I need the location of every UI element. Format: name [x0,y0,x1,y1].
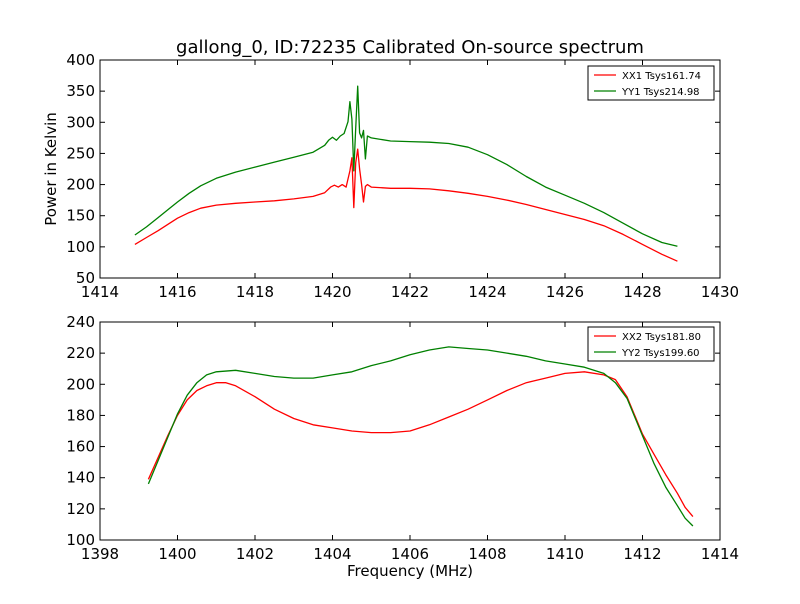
y-tick-label: 200 [66,176,95,194]
y-tick-label: 120 [66,500,95,518]
y-axis-label: Power in Kelvin [42,112,60,226]
x-tick-label: 1404 [313,545,351,563]
x-tick-label: 1402 [236,545,274,563]
x-axis-label: Frequency (MHz) [347,562,473,580]
y-tick-label: 350 [66,82,95,100]
y-tick-label: 140 [66,469,95,487]
y-tick-label: 100 [66,531,95,549]
y-tick-label: 50 [76,269,95,287]
chart-title: gallong_0, ID:72235 Calibrated On-source… [176,37,644,58]
bottom-panel: 1398 1400 1402 1404 1406 1408 1410 1412 1414 100 1… [66,313,739,580]
y-tick-label: 200 [66,375,95,393]
x-tick-label: 1426 [546,283,584,301]
legend: XX2 Tsys181.80 YY2 Tsys199.60 [587,326,715,362]
x-tick-label: 1400 [158,545,196,563]
y-tick-label: 160 [66,438,95,456]
legend-label: YY2 Tsys199.60 [621,348,700,359]
y-tick-label: 240 [66,313,95,331]
x-tick-label: 1420 [313,283,351,301]
x-tick-label: 1416 [158,283,196,301]
series-line-green [147,346,694,527]
x-tick-label: 1398 [81,545,119,563]
legend-label: XX2 Tsys181.80 [622,332,701,343]
legend-label: YY1 Tsys214.98 [621,87,700,98]
y-tick-label: 100 [66,238,95,256]
x-tick-label: 1418 [236,283,274,301]
legend-box [587,65,715,101]
legend-box [587,326,715,362]
x-tick-label: 1414 [701,545,739,563]
x-tick-label: 1422 [391,283,429,301]
x-tick-label: 1424 [468,283,506,301]
y-tick-label: 220 [66,344,95,362]
series-line-red [147,371,694,518]
y-tick-label: 400 [66,51,95,69]
series-line-green [134,85,678,247]
series-line-red [134,148,678,262]
top-panel: 1414 1416 1418 1420 1422 1424 1426 1428 1430 50 10… [42,51,739,301]
legend-label: XX1 Tsys161.74 [622,71,701,82]
x-tick-label: 1414 [81,283,119,301]
y-tick-label: 300 [66,113,95,131]
x-tick-label: 1408 [468,545,506,563]
x-tick-label: 1428 [623,283,661,301]
x-tick-label: 1406 [391,545,429,563]
x-tick-label: 1412 [623,545,661,563]
y-tick-label: 150 [66,207,95,225]
y-tick-label: 250 [66,144,95,162]
y-tick-label: 180 [66,406,95,424]
x-tick-label: 1410 [546,545,584,563]
x-tick-label: 1430 [701,283,739,301]
legend: XX1 Tsys161.74 YY1 Tsys214.98 [587,65,715,101]
